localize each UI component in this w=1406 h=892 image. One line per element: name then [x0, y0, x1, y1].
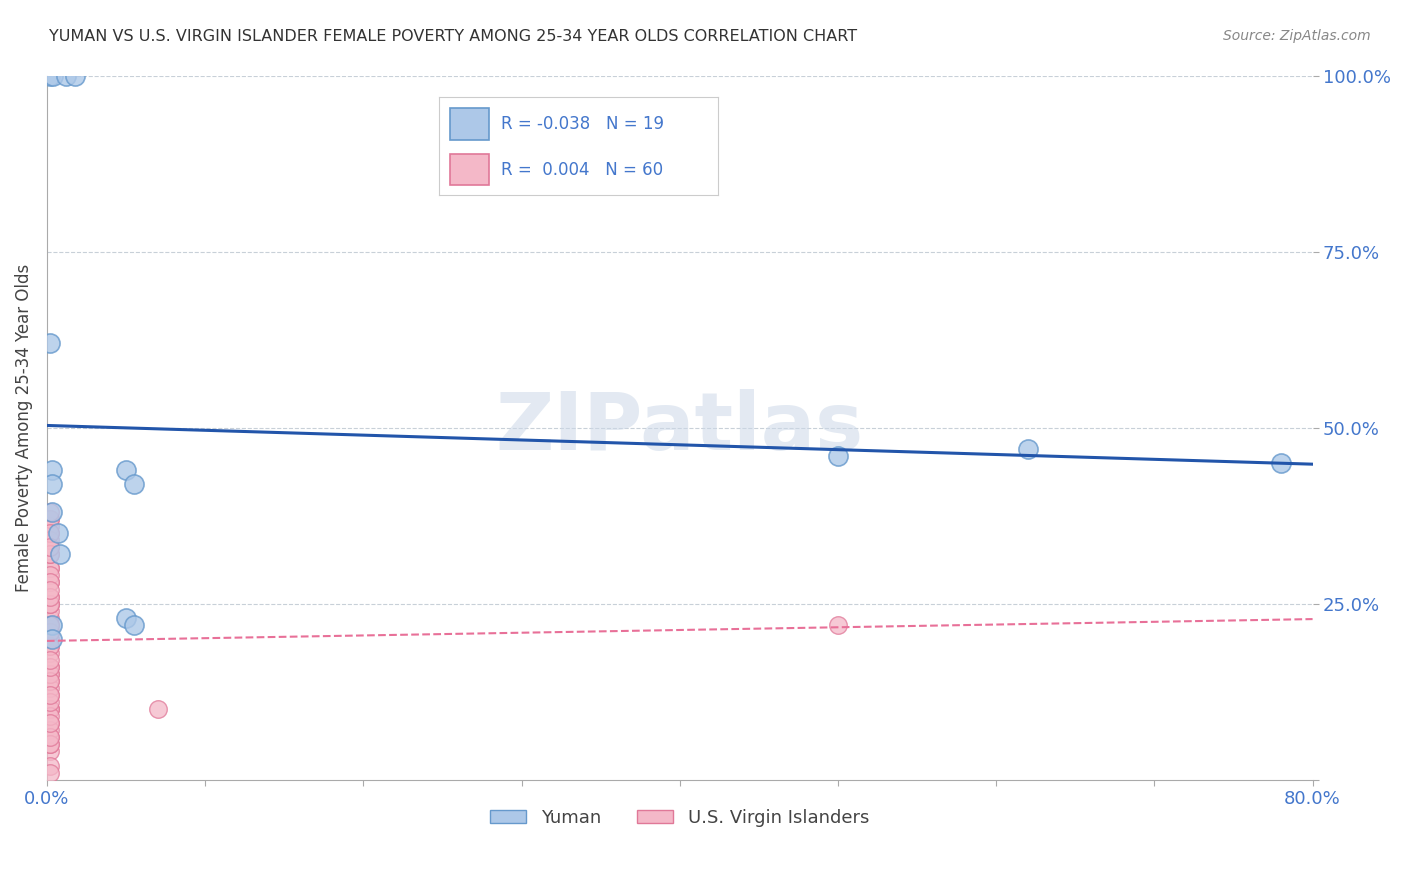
Point	[39, 667, 62, 681]
Point	[39, 561, 62, 575]
Point	[39, 519, 62, 533]
Point	[39, 731, 62, 745]
Point	[1017, 442, 1039, 456]
Point	[42, 69, 65, 83]
Point	[39, 512, 62, 526]
Point	[41, 505, 63, 519]
Point	[39, 646, 62, 660]
Point	[39, 723, 62, 738]
Point	[39, 541, 62, 555]
Point	[39, 505, 62, 519]
Point	[39, 590, 62, 604]
Point	[39, 702, 62, 716]
Text: ZIPatlas: ZIPatlas	[495, 389, 863, 467]
Point	[39, 673, 62, 688]
Point	[46, 526, 69, 541]
Point	[39, 526, 62, 541]
Point	[39, 568, 62, 582]
Point	[39, 597, 62, 611]
Point	[39, 617, 62, 632]
Text: Source: ZipAtlas.com: Source: ZipAtlas.com	[1223, 29, 1371, 43]
Point	[39, 639, 62, 653]
Point	[39, 688, 62, 702]
Point	[115, 463, 138, 477]
Point	[146, 702, 169, 716]
Point	[39, 758, 62, 772]
Point	[39, 561, 62, 575]
Legend: Yuman, U.S. Virgin Islanders: Yuman, U.S. Virgin Islanders	[484, 802, 876, 834]
Point	[39, 597, 62, 611]
Point	[39, 617, 62, 632]
Point	[65, 69, 87, 83]
Point	[39, 738, 62, 752]
Point	[39, 512, 62, 526]
Point	[827, 449, 849, 463]
Point	[122, 617, 145, 632]
Point	[115, 610, 138, 624]
Point	[41, 632, 63, 646]
Point	[41, 476, 63, 491]
Point	[39, 695, 62, 709]
Point	[39, 731, 62, 745]
Point	[39, 610, 62, 624]
Point	[39, 738, 62, 752]
Point	[39, 582, 62, 597]
Point	[39, 639, 62, 653]
Point	[39, 744, 62, 758]
Point	[39, 336, 62, 351]
Point	[39, 575, 62, 590]
Point	[39, 653, 62, 667]
Point	[39, 547, 62, 561]
Text: YUMAN VS U.S. VIRGIN ISLANDER FEMALE POVERTY AMONG 25-34 YEAR OLDS CORRELATION C: YUMAN VS U.S. VIRGIN ISLANDER FEMALE POV…	[49, 29, 858, 44]
Point	[39, 604, 62, 618]
Point	[55, 69, 77, 83]
Point	[41, 463, 63, 477]
Point	[827, 617, 849, 632]
Point	[39, 702, 62, 716]
Point	[39, 709, 62, 723]
Point	[39, 624, 62, 639]
Point	[39, 673, 62, 688]
Point	[39, 660, 62, 674]
Point	[39, 575, 62, 590]
Point	[39, 590, 62, 604]
Point	[48, 547, 70, 561]
Point	[1270, 456, 1292, 470]
Point	[39, 597, 62, 611]
Point	[39, 716, 62, 731]
Point	[39, 69, 62, 83]
Point	[39, 681, 62, 695]
Point	[39, 541, 62, 555]
Point	[39, 632, 62, 646]
Point	[39, 533, 62, 548]
Point	[39, 624, 62, 639]
Point	[41, 617, 63, 632]
Point	[39, 660, 62, 674]
Y-axis label: Female Poverty Among 25-34 Year Olds: Female Poverty Among 25-34 Year Olds	[15, 263, 32, 591]
Point	[39, 716, 62, 731]
Point	[39, 702, 62, 716]
Point	[39, 765, 62, 780]
Point	[39, 667, 62, 681]
Point	[39, 688, 62, 702]
Point	[39, 624, 62, 639]
Point	[39, 547, 62, 561]
Point	[39, 526, 62, 541]
Point	[122, 476, 145, 491]
